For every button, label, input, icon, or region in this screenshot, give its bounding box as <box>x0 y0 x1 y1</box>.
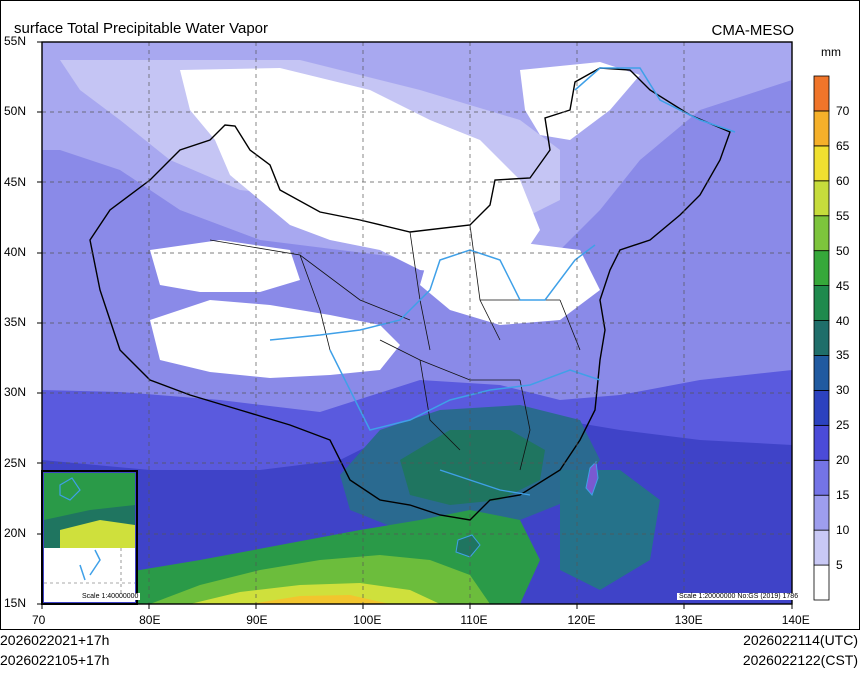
valid-time-utc: 2026022114(UTC) <box>743 632 858 648</box>
legend-swatch <box>813 355 830 391</box>
legend-swatch <box>813 285 830 321</box>
legend-swatch <box>813 564 830 601</box>
lon-label: 80E <box>139 613 161 627</box>
legend-swatch <box>813 215 830 252</box>
init-time-cst: 2026022105+17h <box>0 652 110 668</box>
legend-level-label: 45 <box>836 278 850 293</box>
legend-swatch <box>813 459 830 496</box>
field-south-30b <box>560 470 660 590</box>
field-dry-mongolia <box>180 68 540 275</box>
yellow-river <box>269 244 596 341</box>
axis-ticks <box>37 41 793 609</box>
lon-label: 130E <box>674 613 703 627</box>
producer-label: CMA-MESO <box>711 22 795 39</box>
legend-level-label: 50 <box>836 243 850 258</box>
legend-level-label: 5 <box>836 558 843 573</box>
field-south-35 <box>400 430 545 505</box>
field-south-55 <box>250 595 390 604</box>
lat-label: 15N <box>4 596 27 610</box>
legend-swatch <box>813 180 830 217</box>
legend-level-label: 10 <box>836 523 850 538</box>
valid-time-cst: 2026022122(CST) <box>742 652 858 668</box>
legend-level-label: 40 <box>836 313 850 328</box>
lon-label: 140E <box>781 613 810 627</box>
lon-label: 100E <box>353 613 382 627</box>
legend-swatch <box>813 424 830 461</box>
legend-level-label: 30 <box>836 383 850 398</box>
legend-level-label: 60 <box>836 173 850 188</box>
legend-swatch <box>813 145 830 182</box>
legend-swatch <box>813 494 830 531</box>
legend-level-label: 55 <box>836 208 850 223</box>
legend-level-label: 35 <box>836 348 850 363</box>
lat-label: 50N <box>4 104 27 119</box>
lon-label: 90E <box>246 613 268 627</box>
lat-label: 35N <box>4 315 27 329</box>
lat-label: 55N <box>4 34 27 48</box>
lon-label: 110E <box>460 613 488 627</box>
legend-swatch <box>813 110 830 147</box>
lon-label: 70 <box>32 613 46 627</box>
lat-label: 30N <box>4 385 27 400</box>
field-south-50 <box>190 583 440 604</box>
china-boundary <box>89 67 731 521</box>
south-china-sea-inset <box>41 470 138 605</box>
legend-level-label: 15 <box>836 488 850 503</box>
graticule <box>42 42 792 604</box>
legend-level-label: 20 <box>836 453 850 468</box>
legend-swatch <box>813 529 830 566</box>
map-title: surface Total Precipitable Water Vapor <box>14 20 269 37</box>
map-scale-label: Scale 1:20000000 No:GS (2019) 1786 <box>677 593 801 600</box>
init-time-utc: 2026022021+17h <box>0 632 110 648</box>
legend-colorbar <box>813 75 830 601</box>
field-dry-north-plain <box>420 240 600 325</box>
field-dry-northeast <box>520 62 640 140</box>
legend-swatch <box>813 389 830 426</box>
legend-level-label: 25 <box>836 418 850 433</box>
inset-scale-label: Scale 1:40000000 <box>80 593 141 600</box>
legend-level-label: 65 <box>836 138 850 153</box>
lat-label: 25N <box>4 455 27 470</box>
hainan-island <box>455 534 481 558</box>
yangtze-river <box>329 349 601 431</box>
legend-swatch <box>813 75 830 112</box>
legend-swatch <box>813 250 830 287</box>
lon-label: 120E <box>567 613 596 627</box>
lat-label: 20N <box>4 525 27 540</box>
legend-swatch <box>813 320 830 356</box>
pearl-river <box>439 469 531 496</box>
amur-river <box>574 67 736 133</box>
lat-label: 45N <box>4 174 27 189</box>
legend-level-label: 70 <box>836 103 850 118</box>
lat-label: 40N <box>4 244 27 259</box>
legend-unit: mm <box>821 45 841 59</box>
